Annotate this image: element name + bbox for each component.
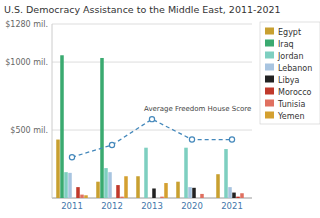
bar	[72, 198, 76, 199]
bar	[184, 148, 188, 198]
bar	[204, 198, 208, 199]
bar	[84, 195, 88, 198]
legend-label: Libya	[278, 76, 299, 85]
bar	[220, 198, 224, 199]
line-marker	[149, 117, 154, 122]
legend: Egypt Iraq Jordan Lebanon Libya Morocco Tunisi…	[260, 22, 320, 124]
legend-swatch	[265, 100, 274, 107]
line-marker	[109, 142, 114, 147]
bar	[140, 198, 144, 199]
bar	[188, 187, 192, 198]
legend-label: Egypt	[278, 28, 301, 37]
bar	[104, 168, 108, 198]
grid-line	[52, 24, 252, 25]
bar	[124, 176, 128, 198]
y-tick-label: $1280 mil.	[5, 20, 48, 29]
bar	[56, 140, 60, 198]
bar	[80, 195, 84, 198]
bar	[60, 55, 64, 198]
bar	[228, 187, 232, 198]
legend-frame	[260, 22, 320, 124]
x-tick-label: 2012	[101, 201, 123, 211]
bar	[64, 172, 68, 198]
legend-swatch	[265, 88, 274, 95]
legend-swatch	[265, 64, 274, 71]
bar	[112, 198, 116, 199]
y-tick-label: $1000 mil.	[5, 58, 48, 67]
bar	[100, 58, 104, 198]
chart: U.S. Democracy Assistance to the Middle …	[0, 0, 320, 218]
bar	[76, 187, 80, 198]
line-label: Average Freedom House Score	[144, 105, 251, 113]
bar	[96, 182, 100, 198]
x-tick-label: 2020	[181, 201, 203, 211]
bar	[232, 193, 236, 198]
bar	[200, 194, 204, 198]
x-tick-label: 2021	[221, 201, 243, 211]
bar	[148, 198, 152, 199]
title: U.S. Democracy Assistance to the Middle …	[4, 4, 281, 15]
y-axis-line	[52, 24, 53, 198]
bar	[156, 198, 160, 199]
y-tick-label: $500 mil.	[10, 126, 48, 135]
bar	[108, 172, 112, 198]
legend-swatch	[265, 52, 274, 59]
bar	[236, 197, 240, 198]
grid-line	[52, 62, 252, 63]
bar	[244, 198, 248, 199]
bar	[216, 174, 220, 198]
line-marker	[229, 137, 234, 142]
bar	[116, 185, 120, 198]
line-marker	[69, 155, 74, 160]
legend-label: Iraq	[278, 40, 294, 49]
line	[72, 119, 232, 157]
legend-label: Morocco	[278, 88, 312, 97]
bar	[68, 173, 72, 198]
bar	[120, 197, 124, 198]
bar	[196, 198, 200, 199]
legend-swatch	[265, 40, 274, 47]
legend-swatch	[265, 28, 274, 35]
legend-label: Lebanon	[278, 64, 312, 73]
bar	[180, 198, 184, 199]
legend-swatch	[265, 112, 274, 119]
bar	[160, 197, 164, 198]
x-tick-label: 2013	[141, 201, 163, 211]
bar	[224, 149, 228, 198]
bar	[240, 193, 244, 198]
x-tick-label: 2011	[61, 201, 83, 211]
bar	[136, 176, 140, 198]
grid-line	[52, 130, 252, 131]
bar	[144, 148, 148, 198]
bar	[164, 183, 168, 198]
bar	[192, 188, 196, 198]
annotations: Average Freedom House Score	[144, 105, 251, 113]
plot-area	[56, 55, 244, 198]
bar	[176, 182, 180, 198]
legend-label: Tunisia	[277, 100, 305, 109]
legend-label: Jordan	[277, 52, 303, 61]
bar	[152, 188, 156, 198]
legend-label: Yemen	[277, 112, 305, 121]
line-marker	[189, 137, 194, 142]
legend-swatch	[265, 76, 274, 83]
